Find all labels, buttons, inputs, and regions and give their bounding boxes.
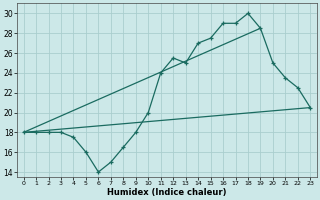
X-axis label: Humidex (Indice chaleur): Humidex (Indice chaleur) xyxy=(107,188,227,197)
